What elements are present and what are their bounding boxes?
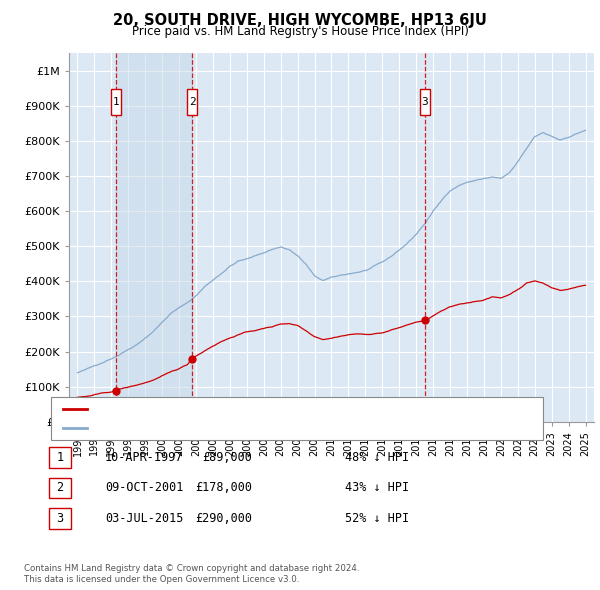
FancyBboxPatch shape [419, 89, 430, 116]
Text: 48% ↓ HPI: 48% ↓ HPI [345, 451, 409, 464]
Text: 1: 1 [56, 451, 64, 464]
Text: 03-JUL-2015: 03-JUL-2015 [105, 512, 184, 525]
Text: £290,000: £290,000 [195, 512, 252, 525]
Text: £89,000: £89,000 [202, 451, 252, 464]
Text: 20, SOUTH DRIVE, HIGH WYCOMBE, HP13 6JU: 20, SOUTH DRIVE, HIGH WYCOMBE, HP13 6JU [113, 13, 487, 28]
Text: HPI: Average price, detached house, Buckinghamshire: HPI: Average price, detached house, Buck… [93, 422, 377, 432]
Text: 43% ↓ HPI: 43% ↓ HPI [345, 481, 409, 494]
Text: £178,000: £178,000 [195, 481, 252, 494]
FancyBboxPatch shape [187, 89, 197, 116]
Text: This data is licensed under the Open Government Licence v3.0.: This data is licensed under the Open Gov… [24, 575, 299, 584]
Text: 52% ↓ HPI: 52% ↓ HPI [345, 512, 409, 525]
Text: 10-APR-1997: 10-APR-1997 [105, 451, 184, 464]
Bar [116, 53, 192, 422]
Text: Price paid vs. HM Land Registry's House Price Index (HPI): Price paid vs. HM Land Registry's House … [131, 25, 469, 38]
Text: 2: 2 [189, 97, 196, 107]
FancyBboxPatch shape [111, 89, 121, 116]
Text: 1: 1 [113, 97, 119, 107]
Text: 2: 2 [56, 481, 64, 494]
Text: 09-OCT-2001: 09-OCT-2001 [105, 481, 184, 494]
Text: 20, SOUTH DRIVE, HIGH WYCOMBE, HP13 6JU (detached house): 20, SOUTH DRIVE, HIGH WYCOMBE, HP13 6JU … [93, 404, 424, 414]
Text: 3: 3 [56, 512, 64, 525]
Text: 3: 3 [421, 97, 428, 107]
Text: Contains HM Land Registry data © Crown copyright and database right 2024.: Contains HM Land Registry data © Crown c… [24, 565, 359, 573]
